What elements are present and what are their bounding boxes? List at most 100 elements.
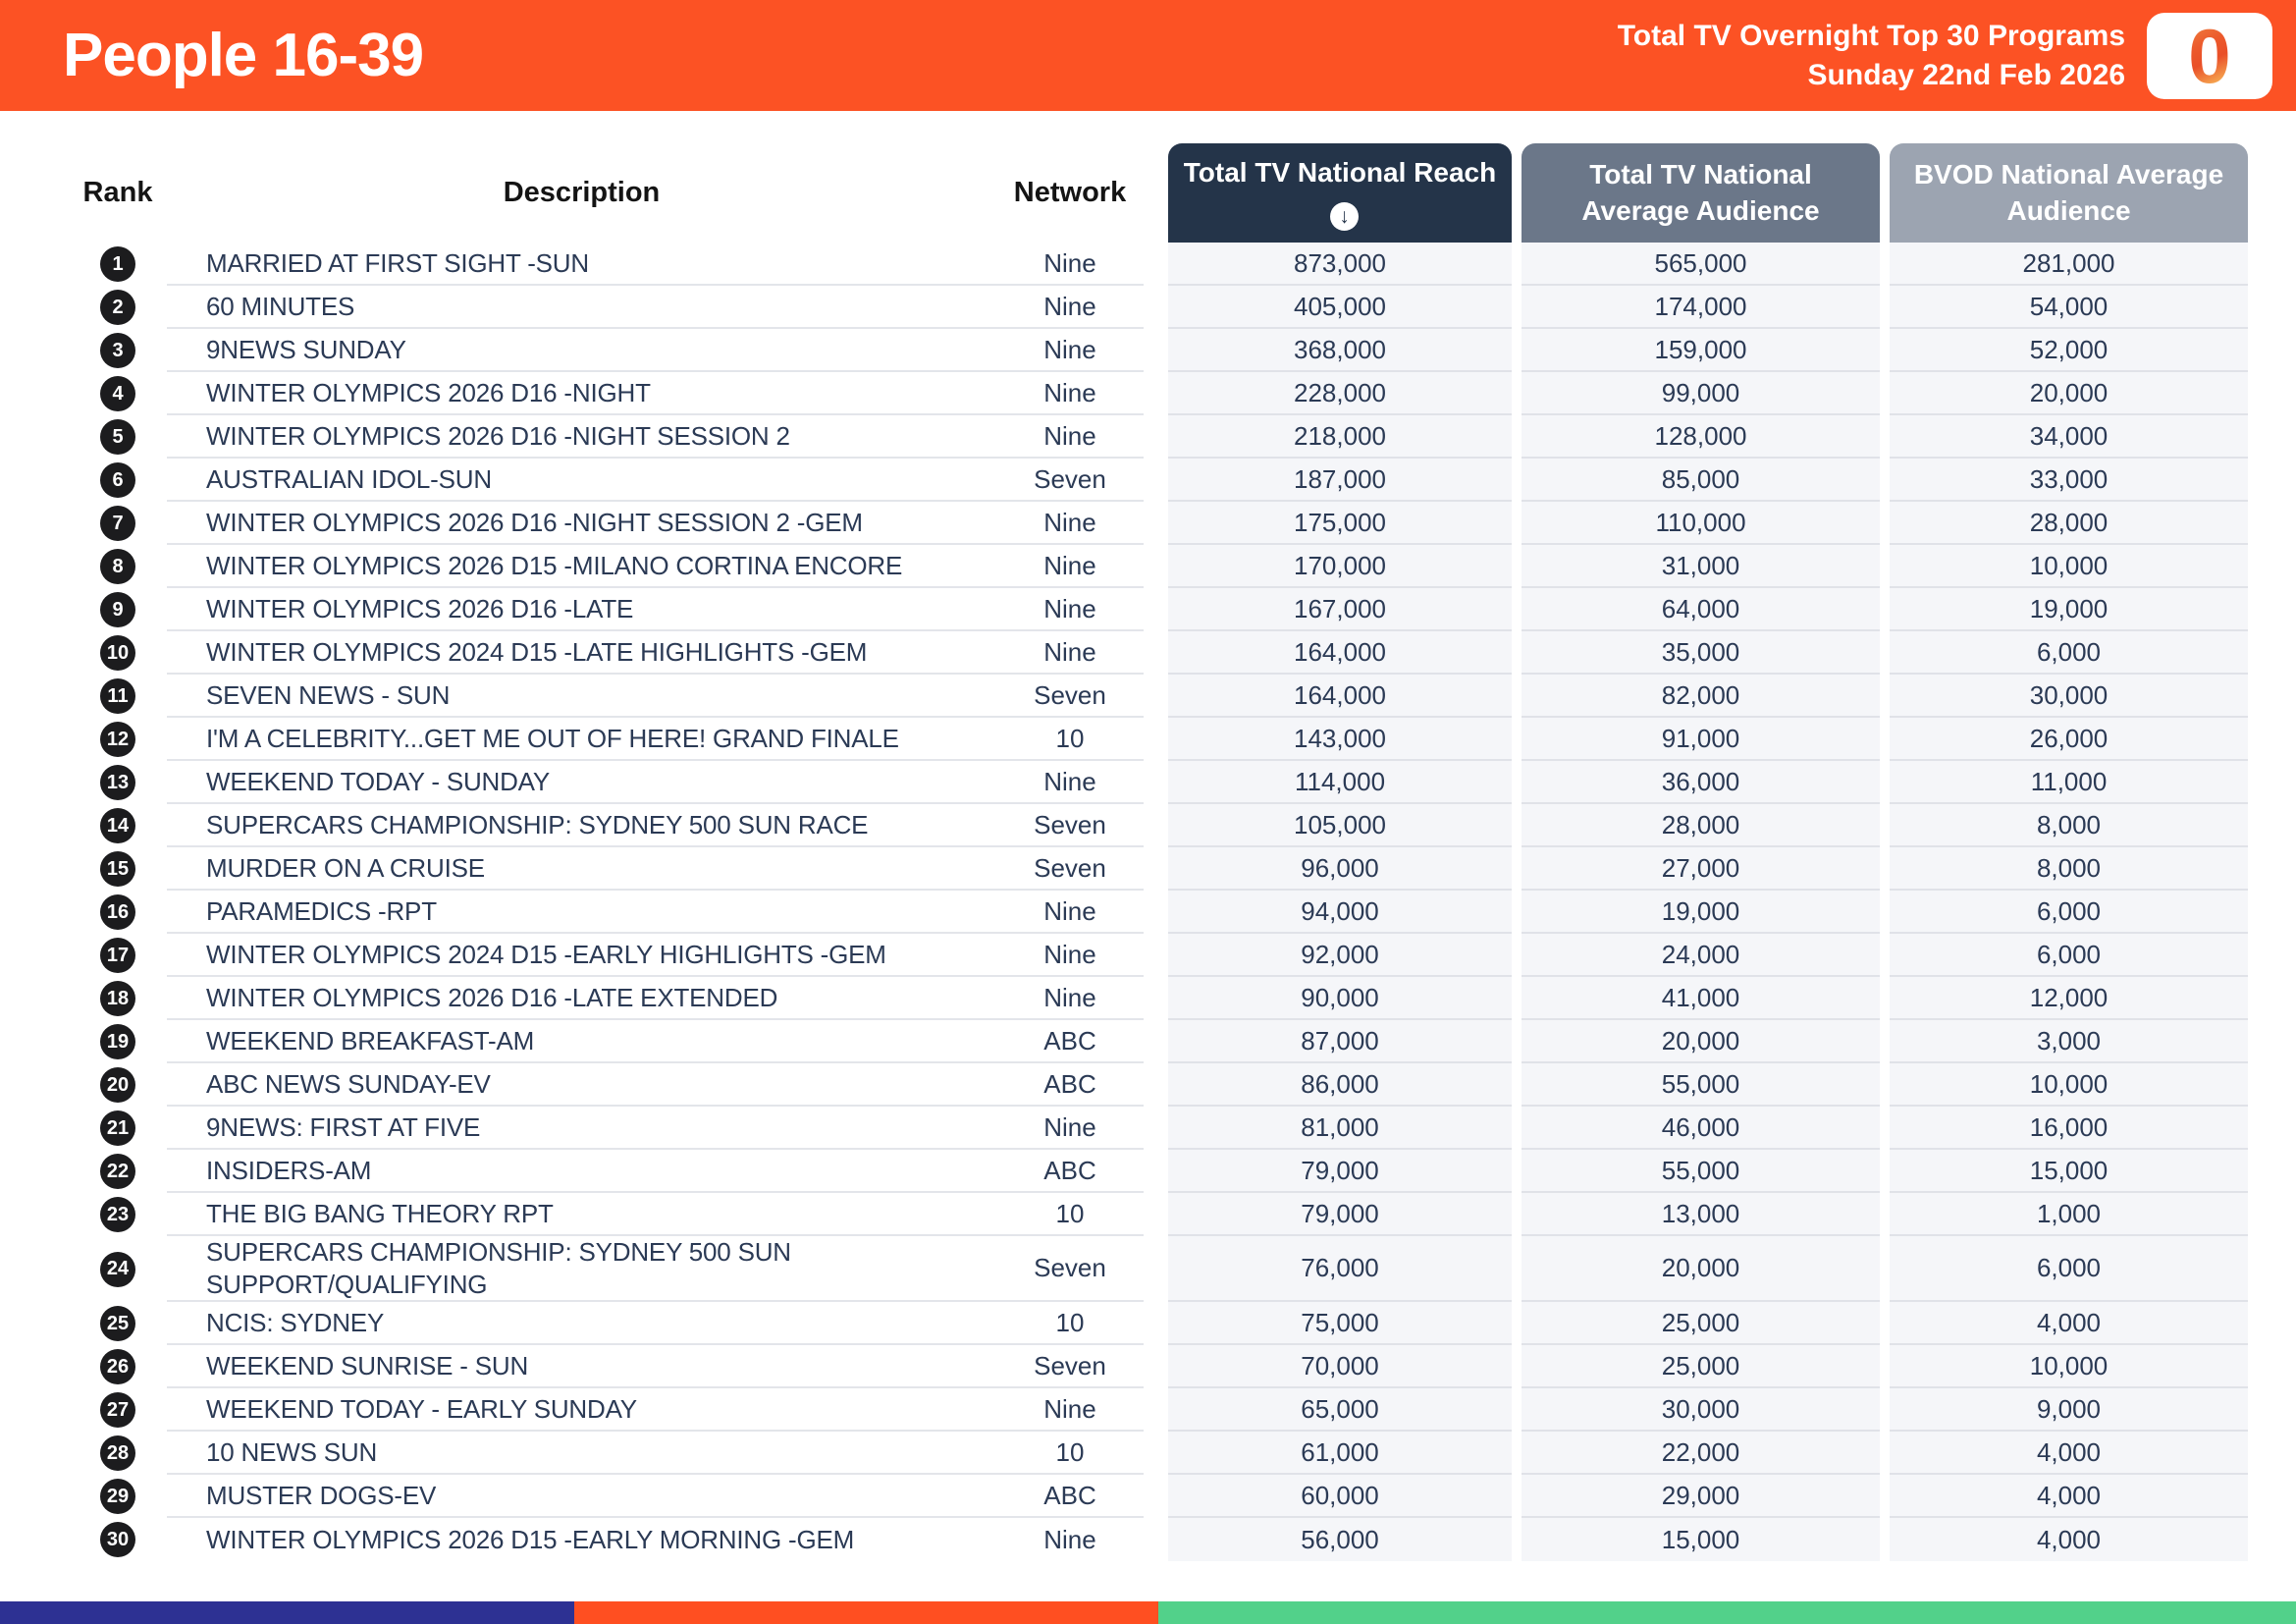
network-name: Nine — [996, 329, 1144, 372]
bvod-value: 19,000 — [1890, 588, 2248, 631]
sort-descending-icon: ↓ — [1330, 202, 1359, 232]
program-description: I'M A CELEBRITY...GET ME OUT OF HERE! GR… — [206, 723, 899, 753]
rank-badge: 30 — [100, 1522, 135, 1557]
table-row: 23 THE BIG BANG THEORY RPT 10 79,000 13,… — [0, 1193, 2296, 1236]
rank-badge: 27 — [100, 1392, 135, 1428]
rank-badge: 11 — [100, 678, 135, 714]
table-row: 25 NCIS: SYDNEY 10 75,000 25,000 4,000 — [0, 1302, 2296, 1345]
program-description: THE BIG BANG THEORY RPT — [206, 1198, 554, 1228]
bvod-value: 9,000 — [1890, 1388, 2248, 1432]
reach-value: 70,000 — [1168, 1345, 1512, 1388]
logo-zero-glyph: 0 — [2188, 12, 2231, 99]
reach-value: 76,000 — [1168, 1236, 1512, 1302]
rank-badge: 10 — [100, 635, 135, 671]
reach-value: 143,000 — [1168, 718, 1512, 761]
table-row: 3 9NEWS SUNDAY Nine 368,000 159,000 52,0… — [0, 329, 2296, 372]
table-row: 30 WINTER OLYMPICS 2026 D15 -EARLY MORNI… — [0, 1518, 2296, 1561]
table-row: 10 WINTER OLYMPICS 2024 D15 -LATE HIGHLI… — [0, 631, 2296, 675]
program-description: MUSTER DOGS-EV — [206, 1480, 437, 1510]
program-description: PARAMEDICS -RPT — [206, 895, 437, 926]
table-row: 13 WEEKEND TODAY - SUNDAY Nine 114,000 3… — [0, 761, 2296, 804]
avg-audience-value: 85,000 — [1522, 459, 1880, 502]
bvod-value: 54,000 — [1890, 286, 2248, 329]
rank-badge: 9 — [100, 592, 135, 627]
network-name: Seven — [996, 847, 1144, 891]
network-name: Nine — [996, 1388, 1144, 1432]
bvod-value: 10,000 — [1890, 1063, 2248, 1107]
rank-badge: 26 — [100, 1349, 135, 1384]
avg-audience-value: 36,000 — [1522, 761, 1880, 804]
avg-audience-value: 13,000 — [1522, 1193, 1880, 1236]
rank-badge: 2 — [100, 290, 135, 325]
rank-badge: 14 — [100, 808, 135, 843]
reach-value: 65,000 — [1168, 1388, 1512, 1432]
rank-badge: 4 — [100, 376, 135, 411]
bvod-value: 281,000 — [1890, 243, 2248, 286]
network-name: ABC — [996, 1020, 1144, 1063]
rank-badge: 21 — [100, 1110, 135, 1146]
bvod-value: 34,000 — [1890, 415, 2248, 459]
avg-audience-value: 27,000 — [1522, 847, 1880, 891]
bvod-value: 8,000 — [1890, 804, 2248, 847]
rank-badge: 7 — [100, 506, 135, 541]
rank-badge: 5 — [100, 419, 135, 455]
network-name: Nine — [996, 286, 1144, 329]
avg-audience-value: 91,000 — [1522, 718, 1880, 761]
avg-audience-value: 64,000 — [1522, 588, 1880, 631]
network-name: Nine — [996, 545, 1144, 588]
program-description: WINTER OLYMPICS 2026 D16 -NIGHT SESSION … — [206, 420, 790, 451]
page-title: People 16-39 — [63, 22, 424, 89]
avg-audience-value: 30,000 — [1522, 1388, 1880, 1432]
reach-value: 56,000 — [1168, 1518, 1512, 1561]
avg-audience-value: 22,000 — [1522, 1432, 1880, 1475]
avg-audience-value: 174,000 — [1522, 286, 1880, 329]
bvod-value: 33,000 — [1890, 459, 2248, 502]
rank-badge: 17 — [100, 938, 135, 973]
table-row: 29 MUSTER DOGS-EV ABC 60,000 29,000 4,00… — [0, 1475, 2296, 1518]
bvod-value: 52,000 — [1890, 329, 2248, 372]
program-description: INSIDERS-AM — [206, 1155, 372, 1185]
reach-value: 175,000 — [1168, 502, 1512, 545]
reach-header-label: Total TV National Reach — [1183, 156, 1497, 188]
bvod-value: 10,000 — [1890, 1345, 2248, 1388]
program-description: AUSTRALIAN IDOL-SUN — [206, 463, 492, 494]
program-description: SUPERCARS CHAMPIONSHIP: SYDNEY 500 SUN S… — [206, 1237, 791, 1299]
network-name: Nine — [996, 502, 1144, 545]
rank-badge: 1 — [100, 246, 135, 282]
network-name: 10 — [996, 1432, 1144, 1475]
subtitle-report-name: Total TV Overnight Top 30 Programs — [1617, 19, 2125, 52]
table-row: 19 WEEKEND BREAKFAST-AM ABC 87,000 20,00… — [0, 1020, 2296, 1063]
table-header-row: Rank Description Network Total TV Nation… — [0, 143, 2296, 243]
header-bar: People 16-39 Total TV Overnight Top 30 P… — [0, 0, 2296, 111]
table-row: 15 MURDER ON A CRUISE Seven 96,000 27,00… — [0, 847, 2296, 891]
column-header-bvod-average-audience: BVOD National Average Audience — [1890, 143, 2248, 243]
table-row: 22 INSIDERS-AM ABC 79,000 55,000 15,000 — [0, 1150, 2296, 1193]
reach-value: 114,000 — [1168, 761, 1512, 804]
program-description: MARRIED AT FIRST SIGHT -SUN — [206, 247, 589, 278]
network-name: Nine — [996, 243, 1144, 286]
table-row: 9 WINTER OLYMPICS 2026 D16 -LATE Nine 16… — [0, 588, 2296, 631]
program-description: WEEKEND TODAY - EARLY SUNDAY — [206, 1393, 637, 1424]
reach-value: 79,000 — [1168, 1150, 1512, 1193]
reach-value: 873,000 — [1168, 243, 1512, 286]
table-row: 20 ABC NEWS SUNDAY-EV ABC 86,000 55,000 … — [0, 1063, 2296, 1107]
program-description: WEEKEND TODAY - SUNDAY — [206, 766, 551, 796]
network-name: Nine — [996, 415, 1144, 459]
footer-color-bar — [0, 1601, 2296, 1624]
network-name: Nine — [996, 934, 1144, 977]
network-name: ABC — [996, 1150, 1144, 1193]
network-name: Seven — [996, 1345, 1144, 1388]
reach-value: 164,000 — [1168, 675, 1512, 718]
avg-audience-value: 35,000 — [1522, 631, 1880, 675]
rank-badge: 18 — [100, 981, 135, 1016]
table-row: 11 SEVEN NEWS - SUN Seven 164,000 82,000… — [0, 675, 2296, 718]
column-header-total-tv-reach[interactable]: Total TV National Reach ↓ — [1168, 143, 1512, 243]
network-name: Nine — [996, 1107, 1144, 1150]
footer-navy-segment — [0, 1601, 574, 1624]
avg-audience-value: 31,000 — [1522, 545, 1880, 588]
avg-audience-value: 110,000 — [1522, 502, 1880, 545]
rank-badge: 25 — [100, 1306, 135, 1341]
program-description: 9NEWS SUNDAY — [206, 334, 406, 364]
reach-value: 81,000 — [1168, 1107, 1512, 1150]
rank-badge: 24 — [100, 1251, 135, 1287]
